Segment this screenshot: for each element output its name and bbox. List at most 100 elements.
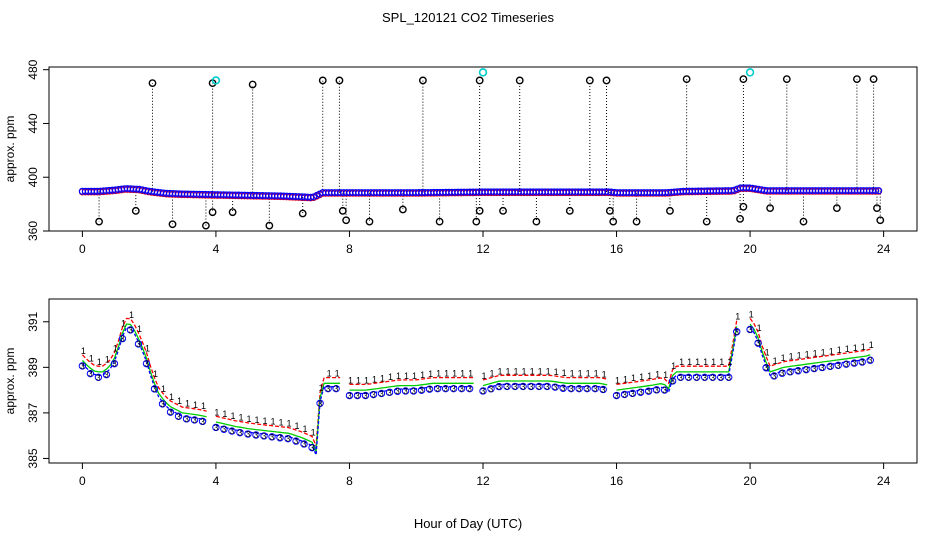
series-3-point: [465, 384, 474, 393]
series-1-label: 1: [869, 340, 874, 350]
panel-bottom-ytick-label: 391: [26, 311, 40, 331]
series-3-label: 3: [694, 373, 699, 382]
series-3-point: [457, 384, 466, 393]
series-1-label: 1: [238, 413, 243, 423]
series-3-point: [692, 373, 701, 382]
series-3-point: [212, 423, 220, 432]
spike-point: [148, 79, 157, 88]
spike-point: [766, 204, 775, 213]
series-1-label: 1: [404, 371, 409, 381]
series-1-label: 1: [562, 368, 567, 378]
series-1-label: 1: [749, 309, 754, 319]
series-3-label: 3: [411, 387, 416, 396]
series-3-point: [78, 362, 87, 370]
cyan-point: [745, 68, 755, 77]
series-3-point: [441, 384, 450, 393]
series-1-label: 1: [837, 345, 842, 355]
series-1-label: 1: [530, 366, 535, 376]
series-1-label: 1: [570, 369, 575, 379]
series-3-point: [725, 373, 733, 382]
series-3-label: 3: [246, 430, 251, 439]
series-3-point: [182, 415, 191, 423]
series-1-label: 1: [687, 357, 692, 367]
series-3-point: [369, 390, 378, 399]
series-3-label: 3: [318, 399, 323, 408]
chart-title: SPL_120121 CO2 Timeseries: [382, 10, 554, 25]
series-1-label: 1: [254, 415, 259, 425]
series-3-label: 3: [192, 416, 197, 425]
series-3-label: 3: [168, 408, 173, 417]
spike-point: [95, 217, 103, 226]
series-1-label: 1: [506, 366, 511, 376]
series-1-label: 1: [428, 369, 433, 379]
series-3-label: 3: [561, 384, 566, 393]
series-3-line: [81, 326, 207, 421]
series-3-point: [794, 367, 802, 375]
series-3-label: 3: [614, 392, 619, 401]
series-3-label: 3: [577, 385, 582, 394]
series-3-label: 3: [222, 425, 227, 434]
panel-bottom-ytick-label: 385: [26, 448, 40, 468]
spike-point: [602, 76, 611, 85]
series-1-label: 1: [436, 369, 441, 379]
series-1-label: 1: [727, 357, 732, 367]
series-3-point: [198, 417, 207, 426]
series-3-label: 3: [302, 440, 307, 449]
cyan-point: [211, 76, 221, 85]
series-3-label: 3: [756, 339, 761, 348]
spike-point: [609, 217, 618, 226]
series-2-line: [482, 380, 608, 387]
panel-bottom-xtick-label: 24: [877, 474, 891, 488]
series-1-label: 1: [420, 370, 425, 380]
panel-top-xtick-label: 0: [79, 242, 86, 256]
series-3-label: 3: [585, 385, 590, 394]
series-1-label: 1: [303, 424, 308, 434]
panel-bottom-xtick-label: 4: [213, 474, 220, 488]
series-1-label: 1: [201, 401, 206, 411]
spike-point: [666, 206, 674, 215]
series-2-line: [749, 323, 871, 373]
series-3-label: 3: [262, 432, 267, 441]
series-3-point: [134, 340, 143, 348]
series-3-point: [644, 387, 653, 395]
series-1-label: 1: [481, 371, 486, 381]
series-3-label: 3: [395, 387, 400, 396]
series-3-label: 3: [545, 382, 550, 391]
series-3-label: 3: [184, 415, 189, 424]
series-1-label: 1: [546, 366, 551, 376]
spike-point: [435, 217, 444, 226]
series-1-label: 1: [396, 371, 401, 381]
spike-point: [335, 76, 344, 85]
series-1-label: 1: [797, 351, 802, 361]
series-1-label: 1: [230, 411, 235, 421]
series-1-label: 1: [711, 357, 716, 367]
series-1-label: 1: [356, 375, 361, 385]
series-1-label: 1: [647, 371, 652, 381]
series-1-label: 1: [105, 354, 110, 364]
series-3-label: 3: [294, 437, 299, 446]
spike-point: [475, 76, 484, 85]
spike-point: [702, 217, 711, 226]
series-3-point: [511, 382, 519, 391]
series-3-point: [583, 384, 591, 393]
series-3-label: 3: [638, 388, 643, 397]
series-3-label: 3: [214, 423, 219, 432]
series-3-point: [433, 384, 442, 393]
series-3-label: 3: [726, 373, 731, 382]
series-3-label: 3: [678, 373, 683, 382]
series-3-point: [110, 359, 119, 368]
spike-point: [515, 76, 524, 85]
series-1-label: 1: [845, 344, 850, 354]
series-1-label: 1: [121, 318, 126, 328]
series-3-label: 3: [80, 362, 85, 371]
series-3-point: [786, 368, 794, 376]
series-3-label: 3: [96, 373, 101, 382]
series-1-label: 1: [222, 409, 227, 419]
series-1-label: 1: [829, 346, 834, 356]
spike-point: [565, 206, 574, 215]
series-3-point: [252, 431, 260, 439]
spike-point: [419, 76, 427, 85]
series-1-line: [482, 374, 608, 381]
